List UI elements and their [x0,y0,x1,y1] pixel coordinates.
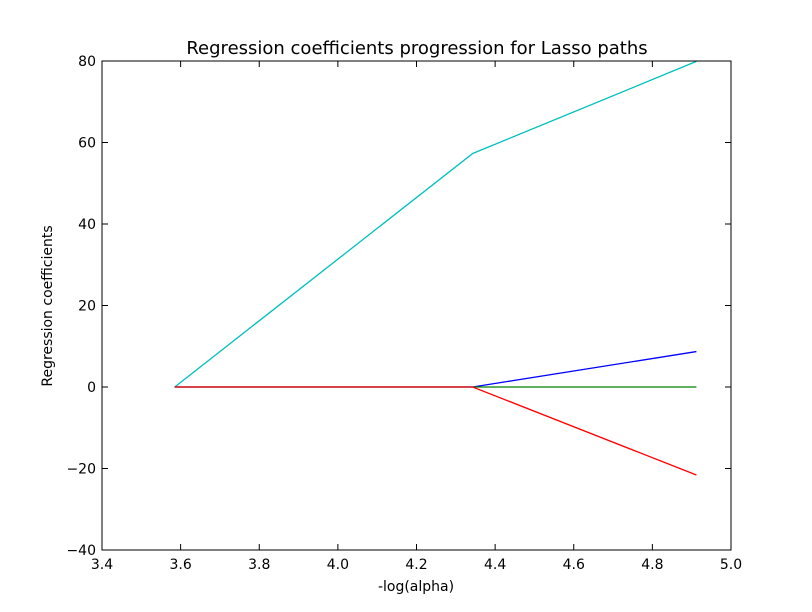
x-tick-label: 3.6 [169,557,191,573]
y-tick-label: 60 [78,136,96,152]
plot-area [174,60,697,476]
x-axis-label: -log(alpha) [378,579,454,595]
x-tick-label: 5.0 [720,557,742,573]
y-axis-label: Regression coefficients [40,225,56,386]
series-line-1 [174,60,697,388]
x-tick-label: 3.4 [91,557,113,573]
x-tick-label: 4.4 [484,557,506,573]
y-tick-label: 80 [78,54,96,70]
x-tick-label: 4.2 [405,557,427,573]
y-tick-label: 0 [87,380,96,396]
chart-title: Regression coefficients progression for … [186,38,647,59]
axis-tick-labels: 3.4 3.6 3.8 4.0 4.2 4.4 4.6 4.8 5.0 −40 −20 0 20 40 60… [66,54,742,573]
x-tick-label: 4.0 [327,557,349,573]
y-tick-label: −20 [66,462,96,478]
y-tick-label: −40 [66,543,96,559]
x-tick-label: 4.8 [641,557,663,573]
x-tick-label: 4.6 [563,557,585,573]
x-tick-label: 3.8 [248,557,270,573]
y-tick-label: 20 [78,299,96,315]
series-line-4 [174,386,697,476]
y-tick-label: 40 [78,217,96,233]
plot-frame [101,60,732,551]
